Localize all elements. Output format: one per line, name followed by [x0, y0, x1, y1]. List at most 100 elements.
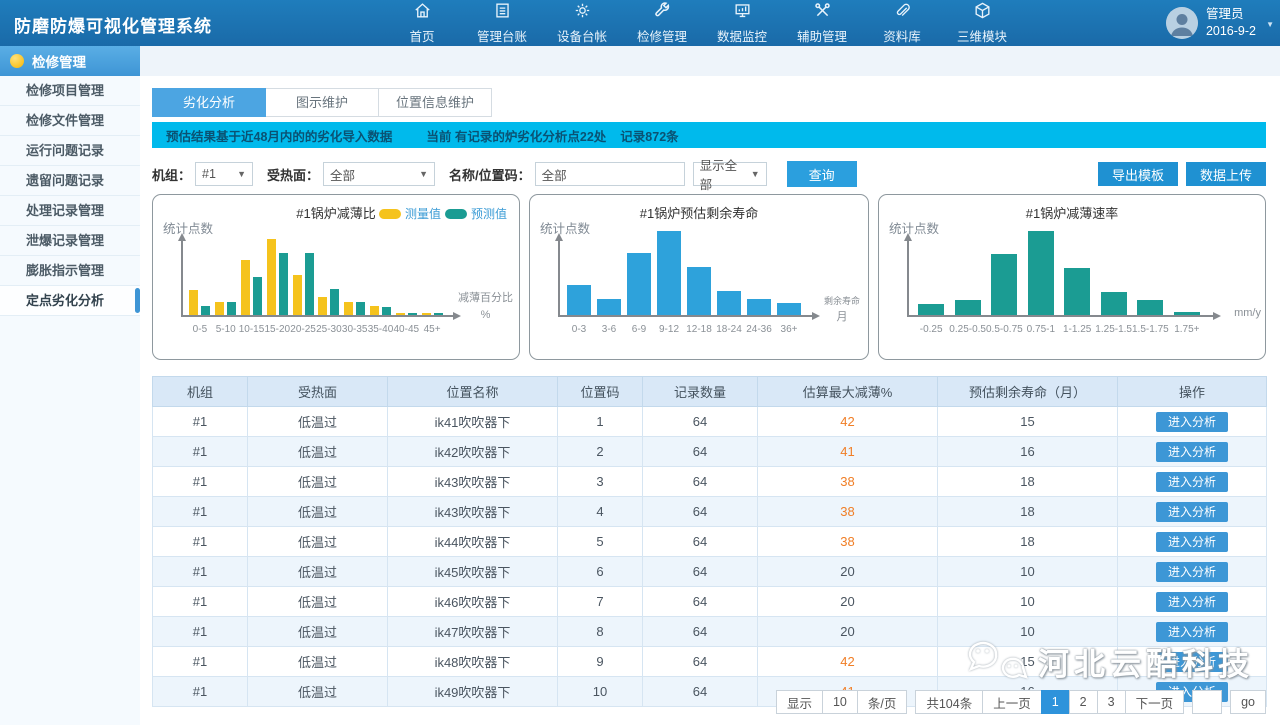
table-cell: 10 — [558, 677, 643, 707]
table-cell: 15 — [938, 647, 1118, 677]
x-tick-label: 12-18 — [684, 324, 714, 335]
table-cell: 低温过 — [248, 557, 388, 587]
display-all-select[interactable]: 显示全部 ▼ — [693, 162, 767, 186]
x-axis-unit-line2: % — [458, 307, 513, 324]
x-axis — [181, 315, 457, 317]
enter-analysis-button[interactable]: 进入分析 — [1156, 562, 1228, 582]
enter-analysis-button[interactable]: 进入分析 — [1156, 652, 1228, 672]
surface-select[interactable]: 全部 ▼ — [323, 162, 435, 186]
table-header-7: 预估剩余寿命（月） — [938, 377, 1118, 407]
x-tick-label: 1.5-1.75 — [1132, 324, 1169, 335]
x-axis — [558, 315, 816, 317]
table-cell: #1 — [153, 437, 248, 467]
bar — [1028, 231, 1054, 315]
sidebar-item-3[interactable]: 运行问题记录 — [0, 136, 140, 166]
bar — [1064, 268, 1090, 315]
table-cell: 6 — [558, 557, 643, 587]
bar — [318, 297, 327, 315]
table-cell: ik42吹吹器下 — [388, 437, 558, 467]
search-button[interactable]: 查询 — [787, 161, 857, 187]
enter-analysis-button[interactable]: 进入分析 — [1156, 442, 1228, 462]
nav-item-label: 管理台账 — [477, 26, 527, 45]
table-cell: 10 — [938, 617, 1118, 647]
bar-group — [1132, 231, 1169, 315]
x-tick-label: 5-10 — [213, 324, 239, 335]
pager-go-button[interactable]: go — [1230, 690, 1266, 714]
nav-menu: 首页管理台账 设备台帐检修管理数据监控辅助管理资料库三维模块 — [382, 0, 1022, 46]
unit-select[interactable]: #1 ▼ — [195, 162, 253, 186]
table-cell: 2 — [558, 437, 643, 467]
name-code-input[interactable] — [535, 162, 685, 186]
sidebar-item-2[interactable]: 检修文件管理 — [0, 106, 140, 136]
surface-label: 受热面： — [267, 165, 319, 184]
table-cell: 42 — [758, 647, 938, 677]
x-tick-label: 1.75+ — [1169, 324, 1205, 335]
name-code-label: 名称/位置码： — [449, 165, 531, 184]
table-header-4: 位置码 — [558, 377, 643, 407]
table-cell: 64 — [643, 527, 758, 557]
table-cell: 38 — [758, 527, 938, 557]
x-tick-label: 36+ — [774, 324, 804, 335]
sidebar-item-6[interactable]: 泄爆记录管理 — [0, 226, 140, 256]
pager-prev-button[interactable]: 上一页 — [982, 690, 1042, 714]
sidebar: 检修管理 检修项目管理检修文件管理运行问题记录遗留问题记录处理记录管理泄爆记录管… — [0, 46, 141, 725]
enter-analysis-button[interactable]: 进入分析 — [1156, 532, 1228, 552]
chart-panel-3: #1锅炉减薄速率统计点数-0.250.25-0.50.5-0.750.75-11… — [878, 194, 1266, 360]
tab-2[interactable]: 图示维护 — [266, 88, 379, 117]
x-tick-label: 18-24 — [714, 324, 744, 335]
pager-goto-input[interactable] — [1192, 690, 1222, 714]
nav-item-1[interactable]: 首页 — [382, 0, 462, 46]
pager-page-size[interactable]: 10 — [822, 690, 858, 714]
chart-panel-1: #1锅炉减薄比统计点数测量值预测值0-55-1010-1515-2020-252… — [152, 194, 520, 360]
nav-item-8[interactable]: 三维模块 — [942, 0, 1022, 46]
bar — [215, 302, 224, 315]
table-cell: #1 — [153, 467, 248, 497]
table-row: #1低温过ik44吹吹器下5643818进入分析 — [153, 527, 1267, 557]
enter-analysis-button[interactable]: 进入分析 — [1156, 412, 1228, 432]
x-tick-label: 0.5-0.75 — [986, 324, 1023, 335]
enter-analysis-button[interactable]: 进入分析 — [1156, 622, 1228, 642]
tab-3[interactable]: 位置信息维护 — [379, 88, 492, 117]
bar — [370, 306, 379, 315]
sidebar-header[interactable]: 检修管理 — [0, 46, 140, 76]
nav-item-4[interactable]: 检修管理 — [622, 0, 702, 46]
data-upload-button[interactable]: 数据上传 — [1186, 162, 1266, 186]
enter-analysis-button[interactable]: 进入分析 — [1156, 502, 1228, 522]
table-row: #1低温过ik48吹吹器下9644215进入分析 — [153, 647, 1267, 677]
nav-item-7[interactable]: 资料库 — [862, 0, 942, 46]
nav-item-6[interactable]: 辅助管理 — [782, 0, 862, 46]
table-cell: 20 — [758, 617, 938, 647]
x-tick-label: 0-3 — [564, 324, 594, 335]
table-cell: #1 — [153, 587, 248, 617]
sidebar-item-8[interactable]: 定点劣化分析 — [0, 286, 140, 316]
enter-analysis-button[interactable]: 进入分析 — [1156, 592, 1228, 612]
table-cell: 64 — [643, 647, 758, 677]
pager-page-1[interactable]: 1 — [1041, 690, 1070, 714]
enter-analysis-button[interactable]: 进入分析 — [1156, 472, 1228, 492]
bar — [189, 290, 198, 315]
export-template-button[interactable]: 导出模板 — [1098, 162, 1178, 186]
nav-item-2[interactable]: 管理台账 — [462, 0, 542, 46]
nav-item-5[interactable]: 数据监控 — [702, 0, 782, 46]
bar-group — [744, 231, 774, 315]
nav-item-label: 设备台帐 — [557, 26, 607, 45]
table-cell: 64 — [643, 557, 758, 587]
pager-page-3[interactable]: 3 — [1097, 690, 1126, 714]
user-block[interactable]: 管理员 2016-9-2 — [1166, 0, 1256, 46]
bar — [408, 313, 417, 315]
pager-page-2[interactable]: 2 — [1069, 690, 1098, 714]
y-axis — [558, 237, 560, 317]
chart-plot — [564, 231, 804, 315]
sidebar-item-4[interactable]: 遗留问题记录 — [0, 166, 140, 196]
user-menu-caret-icon[interactable]: ▼ — [1266, 20, 1274, 29]
table-header-1: 机组 — [153, 377, 248, 407]
table-cell: #1 — [153, 407, 248, 437]
table-cell: ik45吹吹器下 — [388, 557, 558, 587]
sidebar-item-1[interactable]: 检修项目管理 — [0, 76, 140, 106]
tab-1[interactable]: 劣化分析 — [152, 88, 266, 117]
pager-next-button[interactable]: 下一页 — [1125, 690, 1185, 714]
sidebar-item-7[interactable]: 膨胀指示管理 — [0, 256, 140, 286]
x-tick-label: 0-5 — [187, 324, 213, 335]
nav-item-3[interactable]: 设备台帐 — [542, 0, 622, 46]
sidebar-item-5[interactable]: 处理记录管理 — [0, 196, 140, 226]
